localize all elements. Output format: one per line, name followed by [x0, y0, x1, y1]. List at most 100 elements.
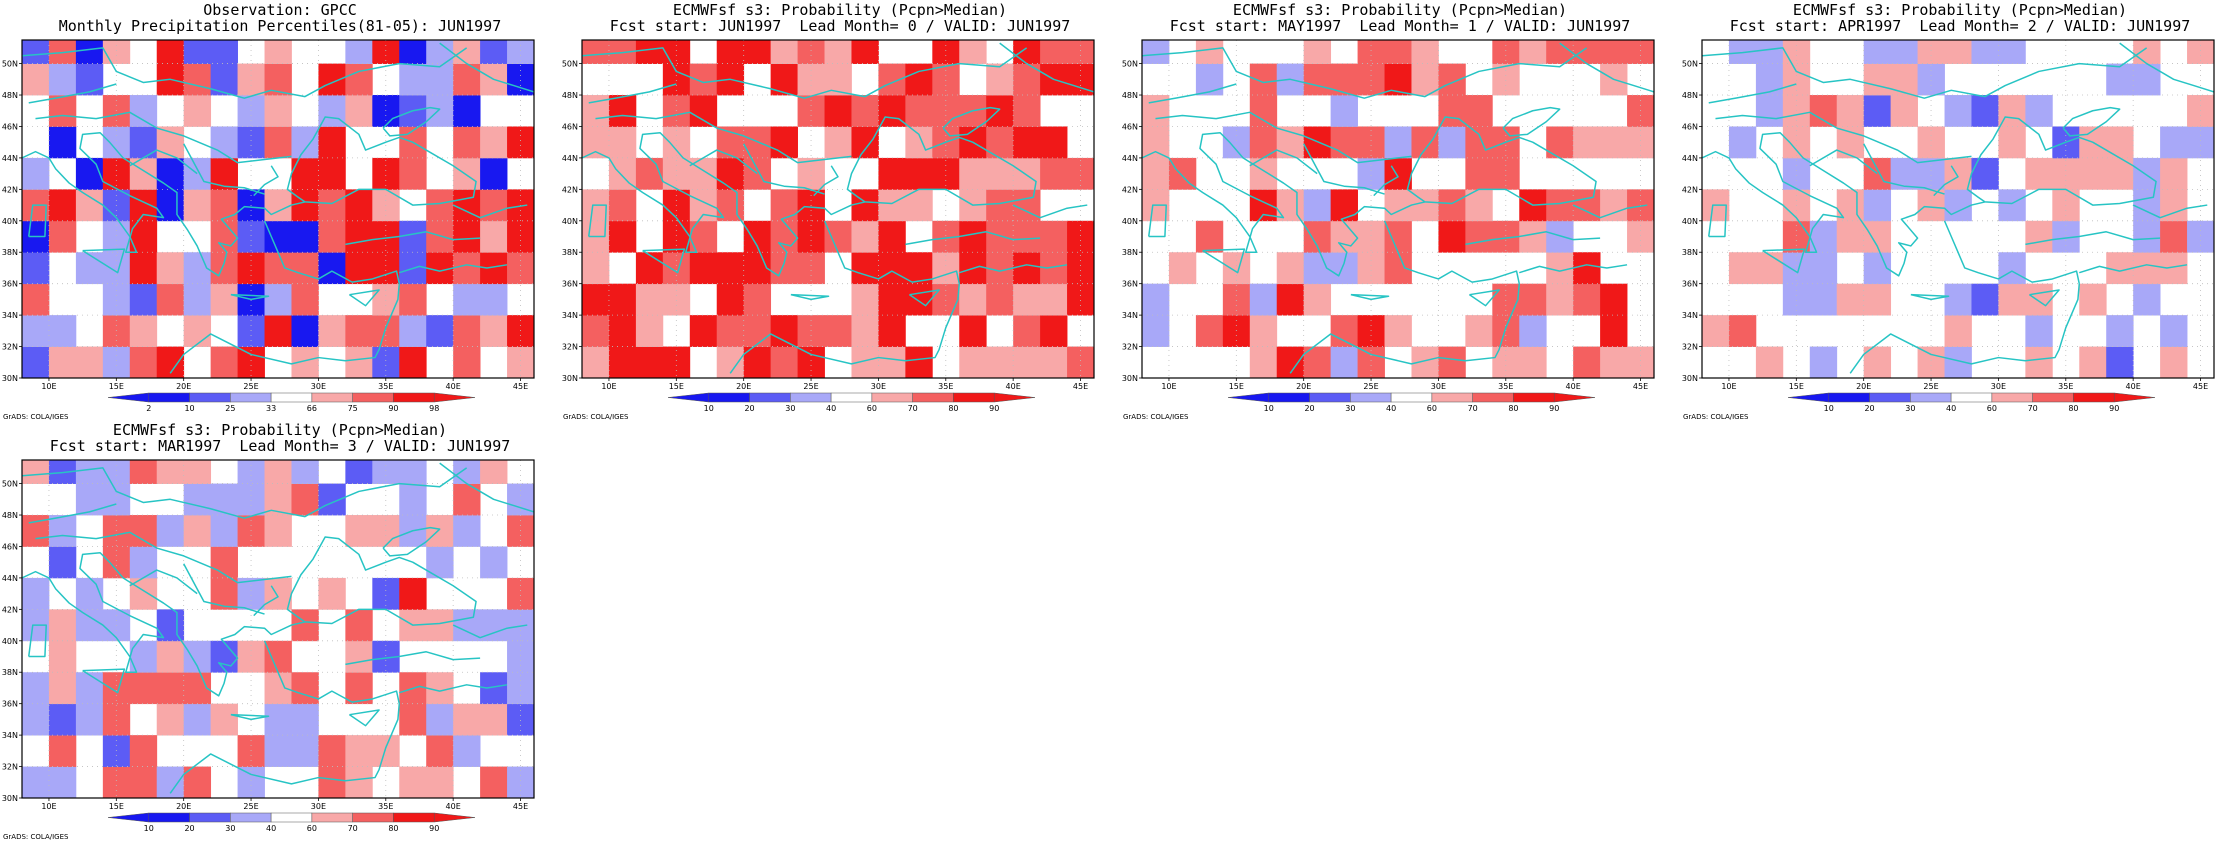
grid-cell: [1411, 126, 1439, 159]
grid-cell: [48, 546, 77, 579]
grid-cell: [75, 672, 104, 705]
colorbar-label: 40: [1386, 404, 1396, 413]
grid-cell: [1142, 126, 1170, 159]
colorbar-label: 75: [348, 404, 358, 413]
panel-subtitle: Fcst start: MAY1997 Lead Month= 1 / VALI…: [1169, 17, 1631, 35]
lat-tick-label: 48N: [2, 91, 18, 100]
grid-cell: [2106, 346, 2134, 378]
grid-cell: [345, 95, 373, 127]
grid-cell: [716, 126, 745, 159]
grid-cell: [48, 460, 77, 484]
grid-cell: [129, 126, 158, 159]
grid-cell: [183, 157, 212, 190]
grid-cell: [905, 252, 933, 285]
grid-cell: [1357, 346, 1385, 378]
grid-cell: [1438, 220, 1466, 253]
grid-cell: [2133, 63, 2161, 96]
grid-cell: [22, 315, 50, 347]
grid-cell: [1971, 283, 1999, 316]
grid-cell: [1573, 252, 1601, 285]
map-plot: 30N 32N 34N 36N 38N 40N 42N 44N 46N 48N 50N 10E 15E 2…: [562, 39, 1095, 413]
coastlines: [582, 42, 1094, 374]
grid-cell: [291, 220, 319, 253]
grid-cell: [399, 157, 427, 190]
grid-cell: [1755, 252, 1784, 285]
grid-cell: [1971, 157, 1999, 190]
grid-cell: [1357, 315, 1385, 347]
grid-cell: [210, 346, 238, 378]
grid-cell: [1782, 220, 1811, 253]
grid-cell: [662, 252, 691, 285]
map-panel-1: Observation: GPCC Monthly Precipitation …: [0, 0, 560, 421]
grid-cell: [1492, 315, 1520, 347]
grid-cell: [1384, 315, 1412, 347]
colorbar-segment: [189, 812, 231, 823]
grid-cell: [237, 766, 265, 798]
grid-cell: [453, 483, 481, 516]
grid-cell: [1836, 283, 1865, 316]
grid-cell: [345, 315, 373, 347]
grid-cell: [1917, 157, 1945, 190]
grads-credit: GrADS: COLA/IGES: [563, 413, 629, 421]
grid-cell: [1040, 157, 1068, 190]
grid-cell: [1438, 346, 1466, 378]
percentile-grid: [1142, 40, 1654, 378]
grid-cell: [905, 283, 933, 316]
grid-cell: [1384, 189, 1412, 222]
lon-tick-label: 20E: [1856, 382, 1871, 391]
grid-cell: [1600, 315, 1628, 347]
coastline: [582, 132, 866, 277]
grid-cell: [1303, 283, 1332, 316]
grid-cell: [156, 515, 185, 547]
grid-cell: [291, 672, 319, 705]
coastlines: [1702, 42, 2214, 374]
lat-tick-label: 48N: [2, 511, 18, 520]
colorbar-segment: [871, 392, 913, 403]
grid-cell: [345, 766, 373, 798]
grid-cell: [480, 157, 508, 190]
grid-cell: [1067, 346, 1094, 378]
coastline: [286, 536, 477, 626]
colorbar-segment: [830, 392, 873, 403]
grid-cell: [264, 315, 292, 347]
grid-cell: [1492, 157, 1520, 190]
coastline: [399, 264, 508, 274]
grid-cell: [1384, 220, 1412, 253]
coastline: [1863, 143, 1945, 195]
grid-cell: [1809, 283, 1838, 316]
grid-cell: [878, 157, 906, 190]
grid-cell: [129, 460, 158, 484]
grid-cell: [1276, 252, 1305, 285]
lon-tick-label: 15E: [1789, 382, 1804, 391]
grid-cell: [1330, 315, 1358, 347]
map-frame: [21, 39, 535, 379]
grid-cell: [1013, 157, 1041, 190]
colorbar-arrow-high: [1553, 392, 1596, 403]
lon-tick-label: 20E: [176, 802, 191, 811]
percentile-grid: [22, 460, 534, 798]
grid-cell: [1142, 40, 1170, 64]
lon-tick-label: 30E: [311, 382, 326, 391]
grid-cell: [372, 460, 400, 484]
grid-cell: [156, 346, 185, 378]
coastline: [1559, 42, 1654, 93]
lat-tick-label: 50N: [2, 60, 18, 69]
grid-cell: [743, 315, 772, 347]
grid-cell: [1809, 346, 1838, 378]
coastline: [813, 165, 839, 197]
grid-cell: [399, 703, 427, 736]
coastline: [1519, 264, 1628, 274]
coastline: [1468, 289, 1500, 307]
colorbar-label: 90: [2109, 404, 2119, 413]
colorbar-segment: [148, 392, 190, 403]
colorbar-arrow-low: [1227, 392, 1270, 403]
grid-cell: [1600, 40, 1628, 64]
grid-cell: [662, 220, 691, 253]
grid-cell: [1249, 126, 1278, 159]
colorbar-segment: [1390, 392, 1433, 403]
grid-cell: [48, 40, 77, 64]
lat-tick-label: 40N: [1122, 217, 1138, 226]
grid-cell: [426, 515, 454, 547]
panel-subtitle: Fcst start: APR1997 Lead Month= 2 / VALI…: [1729, 17, 2191, 35]
grid-cell: [453, 252, 481, 285]
